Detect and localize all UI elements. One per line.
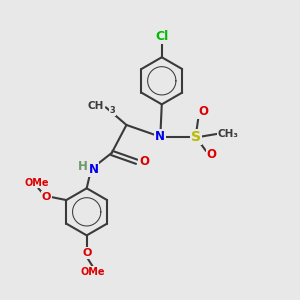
Text: O: O — [198, 105, 208, 118]
Text: N: N — [155, 130, 165, 143]
Text: O: O — [139, 155, 149, 168]
Text: CH₃: CH₃ — [218, 129, 239, 139]
Text: S: S — [191, 130, 201, 144]
Text: Cl: Cl — [155, 29, 168, 43]
Text: CH: CH — [88, 101, 104, 111]
Text: O: O — [42, 191, 51, 202]
Text: 3: 3 — [110, 106, 115, 115]
Text: OMe: OMe — [80, 267, 105, 277]
Text: H: H — [78, 160, 88, 173]
Text: N: N — [88, 163, 98, 176]
Text: O: O — [82, 248, 92, 258]
Text: O: O — [207, 148, 217, 161]
Text: OMe: OMe — [25, 178, 49, 188]
